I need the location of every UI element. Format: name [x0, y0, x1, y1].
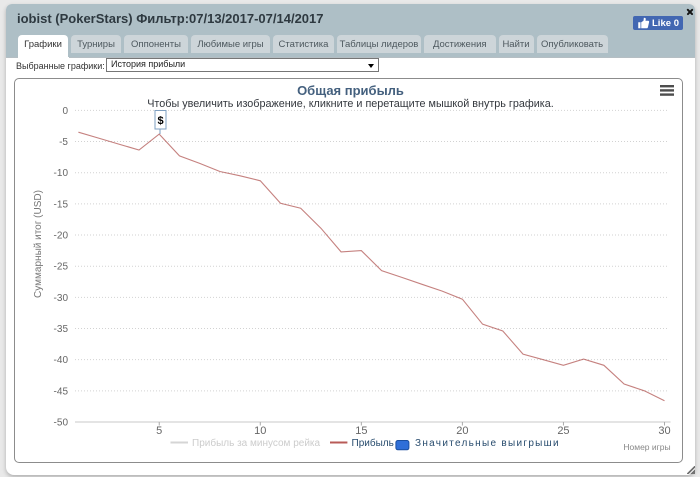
svg-text:10: 10: [254, 425, 266, 437]
svg-text:-10: -10: [54, 168, 69, 179]
svg-text:-30: -30: [54, 293, 69, 304]
svg-text:20: 20: [456, 425, 468, 437]
svg-text:Прибыль за минусом рейка: Прибыль за минусом рейка: [192, 437, 321, 449]
svg-text:-35: -35: [54, 324, 69, 335]
svg-text:-5: -5: [59, 137, 68, 148]
svg-text:-40: -40: [54, 355, 69, 366]
svg-text:25: 25: [557, 425, 569, 437]
svg-text:-25: -25: [54, 262, 69, 273]
svg-text:$: $: [157, 115, 163, 127]
svg-text:-50: -50: [54, 418, 69, 429]
svg-text:-20: -20: [54, 231, 69, 242]
svg-text:Прибыль: Прибыль: [352, 437, 394, 449]
svg-text:5: 5: [156, 425, 162, 437]
svg-text:-15: -15: [54, 199, 69, 210]
svg-text:0: 0: [62, 106, 68, 117]
svg-text:Суммарный итог (USD): Суммарный итог (USD): [33, 190, 44, 298]
svg-text:Значительные выигрыши: Значительные выигрыши: [415, 438, 560, 449]
svg-text:-45: -45: [54, 386, 69, 397]
svg-text:Номер игры: Номер игры: [623, 442, 670, 452]
svg-text:30: 30: [658, 425, 670, 437]
svg-text:15: 15: [355, 425, 367, 437]
